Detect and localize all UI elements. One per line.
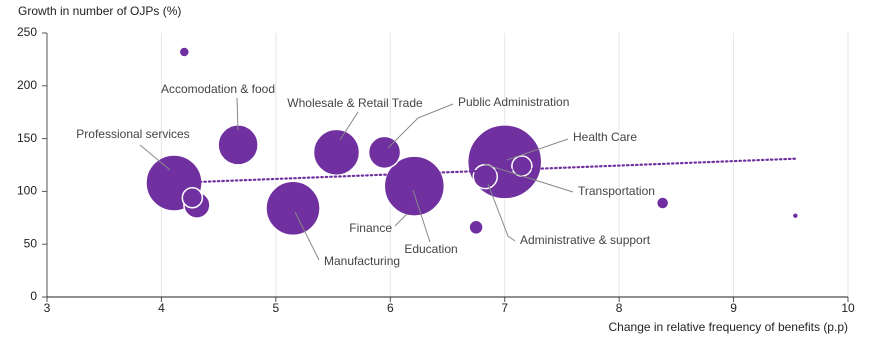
leader-line	[294, 211, 320, 261]
y-axis-title: Growth in number of OJPs (%)	[18, 4, 181, 18]
x-tick-label: 3	[44, 301, 51, 315]
bubble	[265, 180, 321, 237]
y-tick-label: 0	[30, 289, 37, 303]
bubble	[655, 196, 670, 210]
x-tick-label: 10	[841, 301, 855, 315]
bubble	[383, 155, 446, 217]
y-tick-label: 100	[17, 184, 37, 198]
leader-line	[387, 103, 454, 149]
leader-line	[394, 213, 408, 227]
leader-line	[339, 111, 359, 141]
trend-line	[171, 157, 798, 185]
bubble	[791, 211, 800, 220]
annotation: Public Administration	[458, 95, 569, 109]
x-tick-label: 4	[158, 301, 165, 315]
bubble	[312, 128, 361, 177]
y-tick-label: 50	[24, 236, 38, 250]
annotation: Transportation	[578, 184, 655, 198]
x-axis-title: Change in relative frequency of benefits…	[609, 320, 848, 334]
leader-line	[487, 183, 516, 242]
y-tick-label: 250	[17, 25, 37, 39]
annotation: Administrative & support	[520, 233, 651, 247]
annotation: Professional services	[76, 127, 189, 141]
leader-line	[483, 163, 574, 193]
annotation: Health Care	[573, 130, 637, 144]
leader-line	[236, 97, 239, 131]
bubble	[367, 135, 402, 170]
x-tick-label: 7	[501, 301, 508, 315]
leader-line	[139, 144, 171, 171]
annotation: Finance	[349, 221, 392, 235]
bubble	[511, 155, 533, 177]
x-tick-label: 9	[730, 301, 737, 315]
bubble	[472, 163, 499, 190]
annotation: Wholesale & Retail Trade	[287, 96, 423, 110]
leader-line	[506, 138, 569, 161]
bubble	[178, 46, 191, 58]
annotation: Education	[404, 242, 457, 256]
annotation: Accomodation & food	[161, 82, 275, 96]
x-tick-label: 8	[616, 301, 623, 315]
x-tick-label: 5	[273, 301, 280, 315]
y-tick-label: 200	[17, 78, 37, 92]
leader-line	[412, 189, 431, 243]
bubble	[217, 124, 259, 166]
y-tick-label: 150	[17, 131, 37, 145]
x-tick-label: 6	[387, 301, 394, 315]
bubble	[181, 186, 204, 209]
annotation: Manufacturing	[324, 254, 400, 268]
bubble	[468, 219, 484, 236]
